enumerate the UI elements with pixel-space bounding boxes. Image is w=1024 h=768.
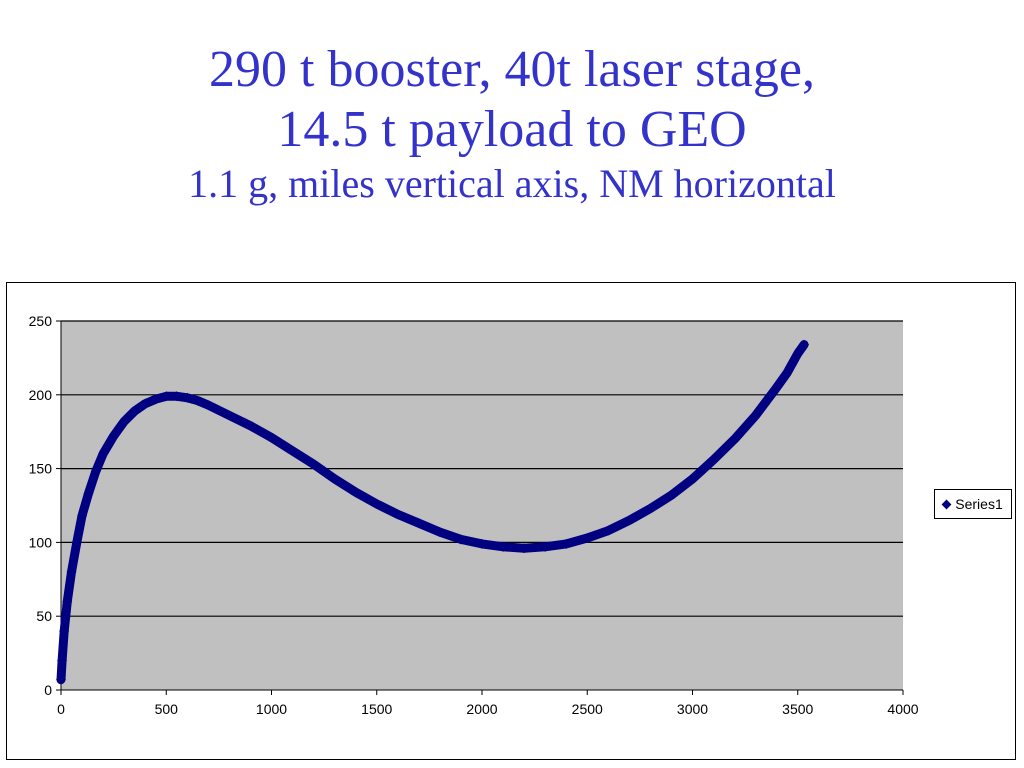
- x-tick-label: 1500: [361, 701, 392, 717]
- data-point: [77, 510, 88, 521]
- data-point: [129, 406, 140, 417]
- data-point: [666, 490, 677, 501]
- data-point: [119, 416, 130, 427]
- data-point: [561, 538, 572, 549]
- data-point: [434, 527, 445, 538]
- x-tick-label: 500: [155, 701, 179, 717]
- data-point: [540, 541, 551, 552]
- data-point: [645, 503, 656, 514]
- data-point: [83, 488, 94, 499]
- data-point: [771, 382, 782, 393]
- data-point: [477, 538, 487, 549]
- data-point: [266, 432, 277, 443]
- data-point: [455, 534, 466, 545]
- y-tick-label: 250: [29, 313, 53, 329]
- data-point: [782, 367, 793, 378]
- legend: Series1: [934, 489, 1012, 519]
- data-point: [519, 543, 530, 554]
- data-point: [140, 398, 151, 409]
- title-line-1: 290 t booster, 40t laser stage,: [209, 41, 815, 98]
- data-point: [603, 525, 614, 536]
- title-line-2: 14.5 t payload to GEO: [277, 101, 747, 158]
- data-point: [245, 420, 256, 431]
- data-point: [224, 410, 235, 421]
- data-point: [413, 518, 424, 529]
- data-point: [329, 473, 340, 484]
- data-point: [57, 655, 68, 666]
- data-point: [287, 445, 298, 456]
- chart-frame: 0 50 100 150 200 250 0 500 1000 1500 2000 2500 3000 3…: [6, 282, 1016, 760]
- x-tick-label: 2500: [572, 701, 603, 717]
- data-point: [392, 509, 403, 520]
- y-tick-label: 100: [29, 534, 53, 550]
- data-point: [708, 454, 719, 465]
- x-tick-label: 2000: [466, 701, 497, 717]
- data-point: [98, 448, 109, 459]
- data-point: [792, 348, 803, 359]
- data-point: [161, 391, 172, 402]
- x-tick-label: 3000: [677, 701, 708, 717]
- data-point: [90, 466, 101, 477]
- data-point: [729, 434, 740, 445]
- data-point: [799, 339, 810, 350]
- x-tick-label: 1000: [256, 701, 287, 717]
- plot-area: [61, 321, 903, 690]
- data-point: [350, 487, 361, 498]
- data-point: [66, 566, 77, 577]
- data-point: [62, 596, 73, 607]
- x-tick-label: 3500: [782, 701, 813, 717]
- x-tick-label: 4000: [887, 701, 918, 717]
- subtitle: 1.1 g, miles vertical axis, NM horizonta…: [188, 161, 836, 206]
- y-tick-label: 50: [36, 608, 52, 624]
- data-point: [371, 499, 382, 510]
- data-point: [56, 674, 66, 685]
- data-point: [182, 392, 193, 403]
- data-point: [750, 410, 761, 421]
- legend-label: Series1: [955, 496, 1003, 512]
- data-point: [687, 473, 698, 484]
- y-tick-label: 0: [44, 682, 52, 698]
- data-point: [108, 431, 119, 442]
- data-point: [71, 537, 82, 548]
- data-point: [498, 541, 509, 552]
- data-point: [192, 395, 203, 406]
- y-tick-label: 200: [29, 387, 53, 403]
- data-point: [203, 400, 214, 411]
- y-tick-label: 150: [29, 461, 53, 477]
- data-point: [624, 515, 635, 526]
- x-tick-label: 0: [57, 701, 65, 717]
- data-point: [150, 394, 161, 405]
- data-point: [59, 625, 70, 636]
- data-point: [308, 459, 319, 470]
- legend-diamond-icon: [941, 499, 952, 509]
- data-point: [171, 391, 182, 402]
- slide-title: 290 t booster, 40t laser stage, 14.5 t p…: [0, 40, 1024, 208]
- data-point: [582, 532, 593, 543]
